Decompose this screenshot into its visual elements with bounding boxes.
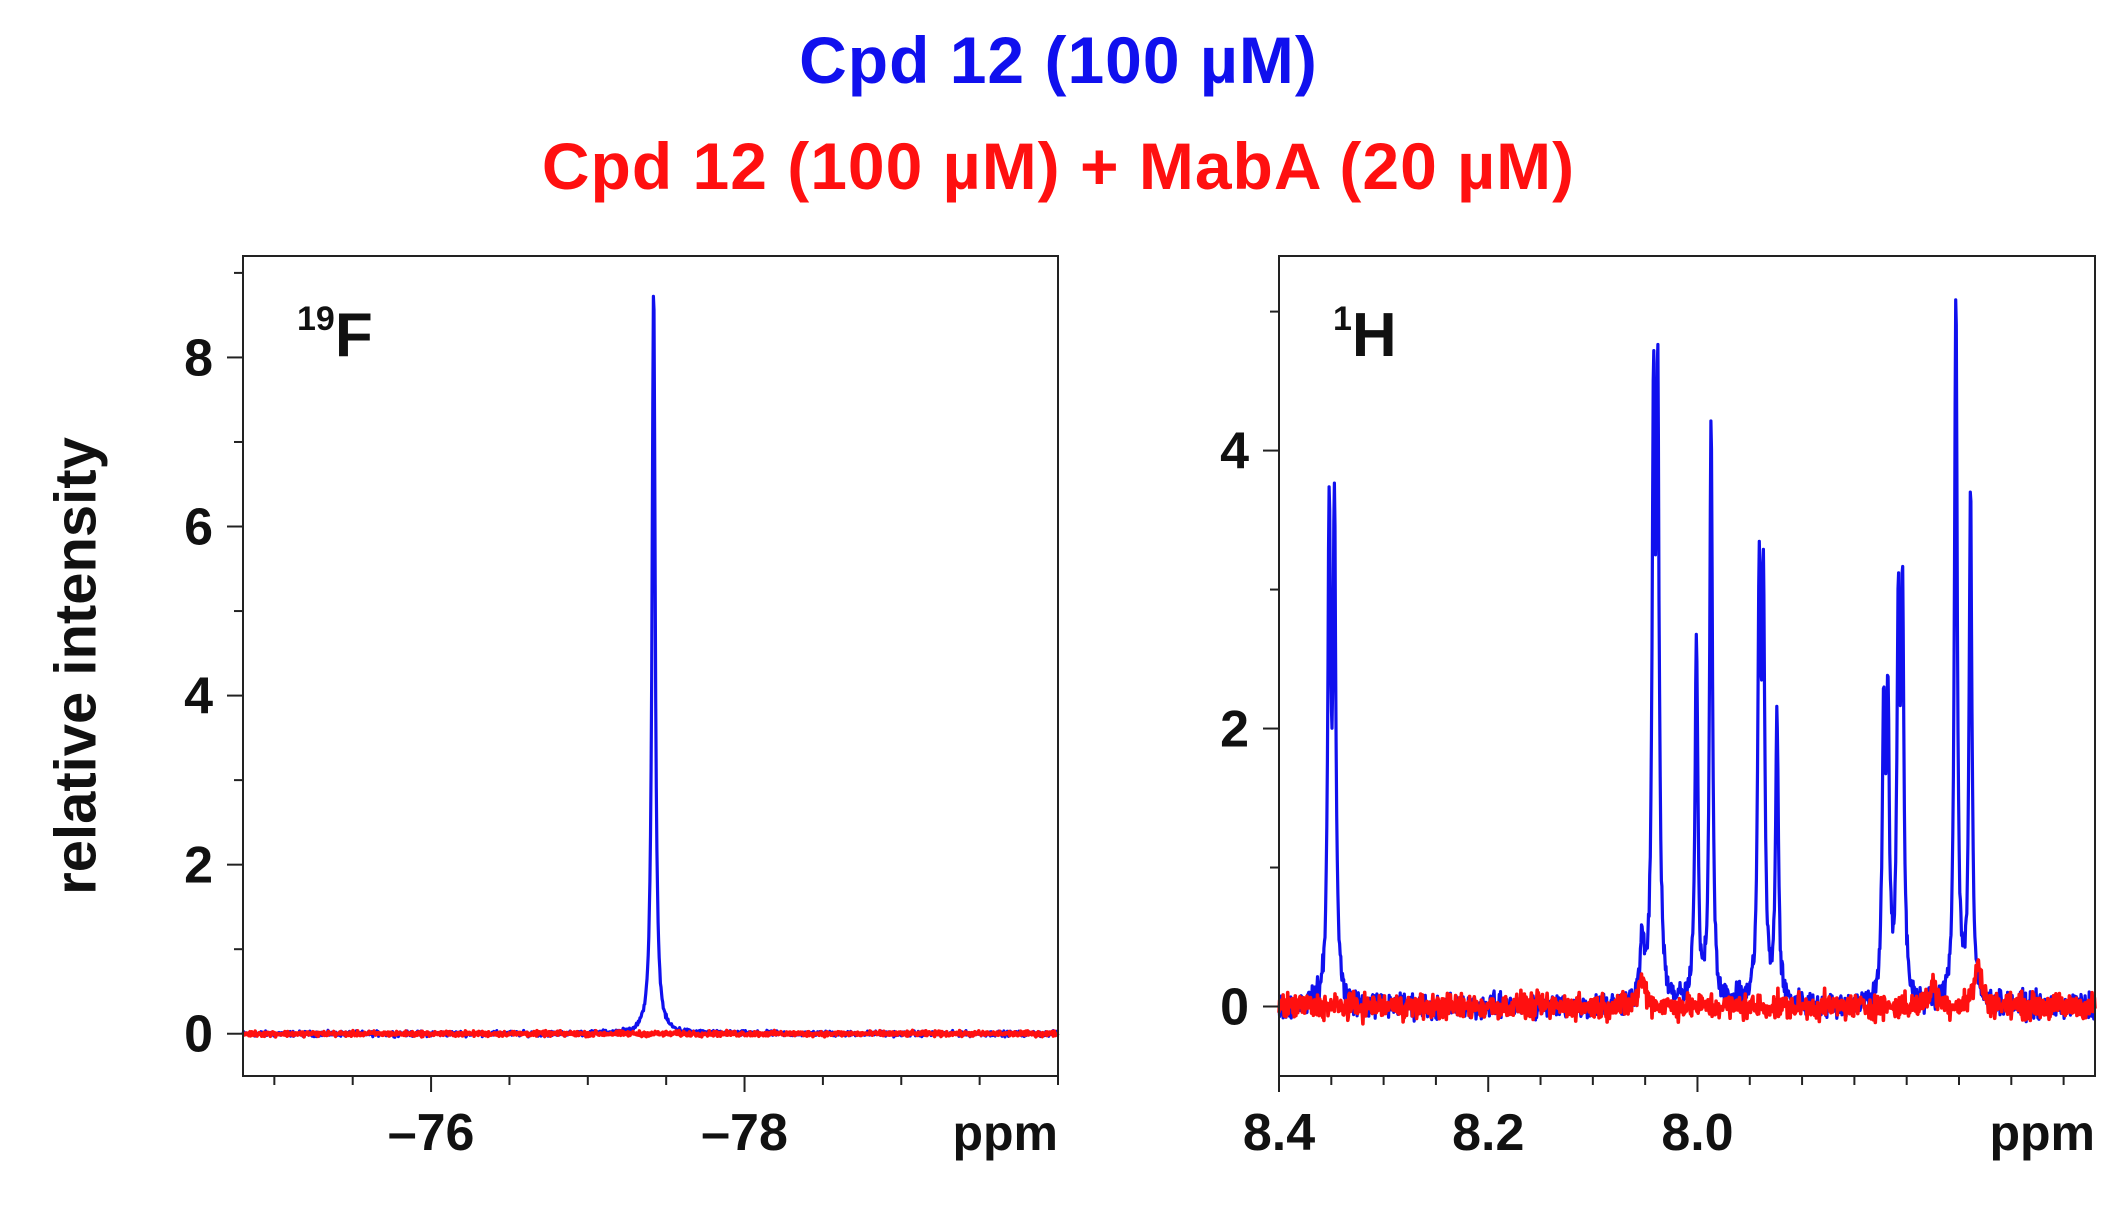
nucleus-label-19F: 19F	[297, 300, 373, 370]
x-tick-label-1H: 8.2	[1452, 1104, 1524, 1162]
y-tick-label-1H: 0	[1220, 979, 1249, 1037]
y-tick-label-1H: 2	[1220, 701, 1249, 759]
spectrum-1H-series-2	[1277, 958, 2097, 1026]
x-tick-label-19F: –76	[388, 1104, 475, 1162]
x-tick-label-1H: 8.0	[1661, 1104, 1733, 1162]
y-tick-label-19F: 2	[184, 837, 213, 895]
spectrum-19F-series-1	[241, 294, 1060, 1039]
spectrum-1H-series-1	[1277, 298, 2096, 1024]
x-axis-unit-1H: ppm	[1989, 1105, 2095, 1161]
y-axis-label: relative intensity	[43, 437, 108, 895]
x-tick-label-19F: –78	[701, 1104, 788, 1162]
x-axis-unit-19F: ppm	[952, 1105, 1058, 1161]
nucleus-label-1H: 1H	[1333, 300, 1397, 370]
legend-series-a: Cpd 12 (100 µM)	[799, 23, 1318, 97]
panel-19F: 0 2 4 6 8 –76 –78 ppm 19F	[184, 255, 1060, 1162]
y-tick-label-19F: 4	[184, 668, 213, 726]
plot-frame-1H	[1278, 255, 2096, 1077]
y-tick-label-1H: 4	[1220, 423, 1249, 481]
plot-frame-19F	[242, 255, 1059, 1077]
y-tick-label-19F: 0	[184, 1006, 213, 1064]
y-tick-label-19F: 6	[184, 499, 213, 557]
x-tick-label-1H: 8.4	[1243, 1104, 1315, 1162]
legend-series-b: Cpd 12 (100 µM) + MabA (20 µM)	[541, 129, 1576, 203]
y-tick-label-19F: 8	[184, 329, 213, 387]
panel-1H: 0 2 4 8.4 8.2 8.0 ppm 1H	[1220, 255, 2097, 1162]
spectrum-19F-series-2	[241, 1028, 1060, 1039]
